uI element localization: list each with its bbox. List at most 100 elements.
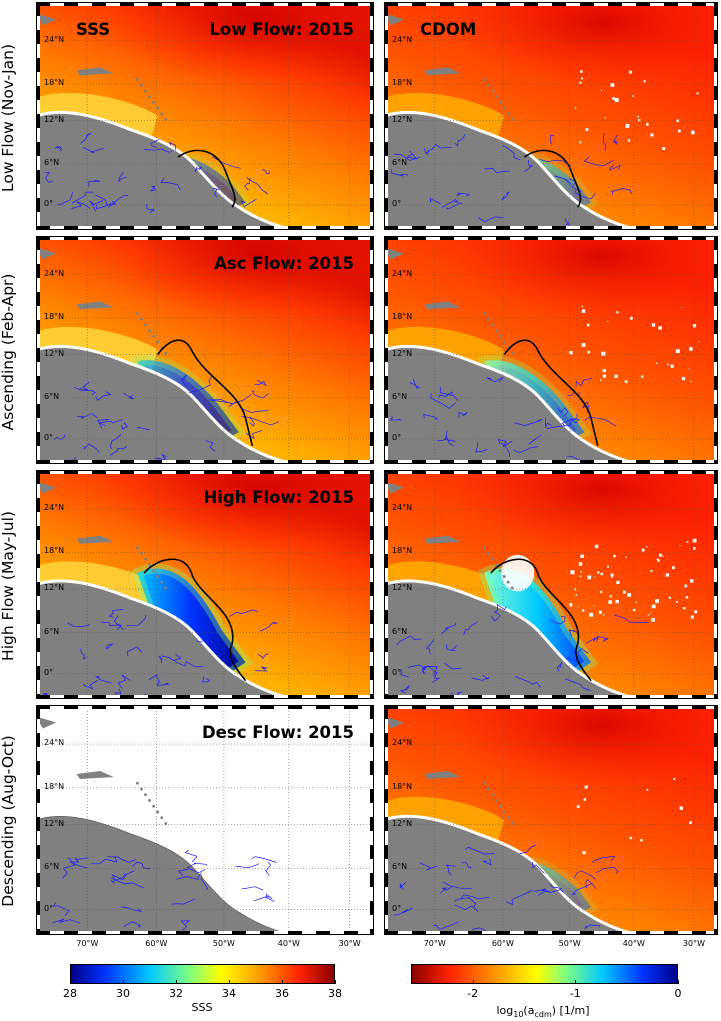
lat-tick-label: 6°N [44,157,60,167]
colorbar-tick-mark [70,980,71,984]
lat-tick-label: 18°N [392,546,413,556]
sss-colorbar-label: SSS [191,1001,213,1014]
caribbean-islands [36,481,168,590]
lat-tick-label: 6°N [44,862,60,872]
map-svg [36,705,374,935]
lon-tick-label: 40°W [622,939,645,948]
lat-tick-label: 0° [392,903,402,913]
lat-tick-label: 24°N [392,502,413,512]
colorbar-tick-mark [282,980,283,984]
map-frame [36,236,374,464]
lon-tick-label: 70°W [76,939,99,948]
lon-tick-label: 50°W [558,939,581,948]
map-frame [36,2,374,230]
caribbean-islands [384,13,514,121]
lat-tick-label: 12°N [392,348,413,358]
row-label-high: High Flow (May-Jul) [0,511,17,661]
lat-tick-label: 12°N [392,114,413,124]
lat-tick-label: 18°N [44,78,65,88]
rivers [389,376,617,464]
map-frame [384,470,718,699]
grid [36,470,374,699]
cloud-gaps [574,70,699,150]
cdom-colorbar [411,964,678,984]
lon-tick-label: 70°W [423,939,446,948]
plume-contour [503,339,599,446]
land-south-america [384,814,639,935]
colorbar-tick-label: 36 [275,987,289,1000]
panel-title: Desc Flow: 2015 [201,723,354,742]
sss-map-panel-high: 24°N 18°N 12°N 6°N 0° High Flow: 2015 [36,470,374,699]
rivers [390,132,632,226]
colorbar-tick-mark [575,980,577,984]
colorbar-tick-label: 28 [63,987,77,1000]
sss-map-panel-low: 24°N 18°N 12°N 6°N 0° SSS Low Flow: 2015 [36,2,374,230]
land-south-america [36,110,294,230]
plume-contour [177,149,236,208]
lat-tick-label: 24°N [392,34,413,44]
map-svg [36,2,374,230]
plume-contour [523,149,582,208]
map-frame [384,705,718,935]
lat-tick-label: 24°N [44,268,65,278]
land-south-america [36,344,294,464]
lat-tick-label: 0° [44,903,54,913]
colorbar-tick-label: 34 [222,987,236,1000]
lat-tick-label: 0° [392,198,402,208]
row-label-ascending: Ascending (Feb-Apr) [0,273,17,431]
map-frame [384,2,718,230]
grid [384,470,718,699]
lat-tick-label: 6°N [44,391,60,401]
lat-tick-label: 18°N [392,312,413,322]
lat-tick-label: 6°N [392,862,408,872]
colorbar-tick-label: -2 [467,987,479,1000]
land-south-america [36,815,293,935]
caribbean-islands [384,716,514,825]
lat-tick-label: 18°N [392,781,413,791]
lat-tick-label: 18°N [44,781,65,791]
map-frame [36,705,374,935]
map-svg [36,236,374,464]
caribbean-islands [384,247,514,355]
lat-tick-label: 6°N [392,626,408,636]
lat-tick-label: 12°N [392,583,413,593]
lon-tick-label: 50°W [212,939,235,948]
colorbar-tick-label: 32 [169,987,183,1000]
sss-map-panel-ascending: 24°N 18°N 12°N 6°N 0° Asc Flow: 2015 [36,236,374,464]
lat-tick-label: 24°N [44,34,65,44]
lat-tick-label: 6°N [392,391,408,401]
lat-tick-label: 0° [44,198,54,208]
grid [384,2,718,230]
plume-contour [143,558,247,682]
caribbean-islands [36,716,168,825]
colorbar-tick-label: 38 [328,987,342,1000]
land-south-america [384,344,639,464]
panel-title: Asc Flow: 2015 [214,254,354,273]
lon-tick-label: 60°W [145,939,168,948]
cloud-gaps [576,778,692,855]
map-svg [384,2,718,230]
cdom-map-panel-low: 24°N 18°N 12°N 6°N 0° CDOM [384,2,718,230]
map-svg [384,236,718,464]
grid [36,236,374,464]
lat-tick-label: 24°N [392,738,413,748]
grid [36,2,374,230]
grid [36,705,374,935]
lat-tick-label: 24°N [392,268,413,278]
cdom-map-panel-high: 24°N 18°N 12°N 6°N 0° [384,470,718,699]
amazon-plume [484,568,592,677]
row-label-low: Low Flow (Nov-Jan) [0,43,17,193]
colorbar-tick-mark [335,980,336,984]
panel-title: High Flow: 2015 [203,488,354,507]
cdom-colorbar-label: log10(acdm) [1/m] [496,1004,590,1020]
lat-tick-label: 18°N [44,546,65,556]
cloud-gaps [569,538,698,622]
amazon-plume [137,568,246,677]
lat-tick-label: 12°N [44,114,65,124]
lat-tick-label: 0° [392,432,402,442]
land-south-america [384,579,639,699]
lat-tick-label: 12°N [44,348,65,358]
colorbar-tick-label: 0 [674,987,682,1000]
sss-column-title: SSS [76,20,111,39]
lat-tick-label: 0° [44,667,54,677]
